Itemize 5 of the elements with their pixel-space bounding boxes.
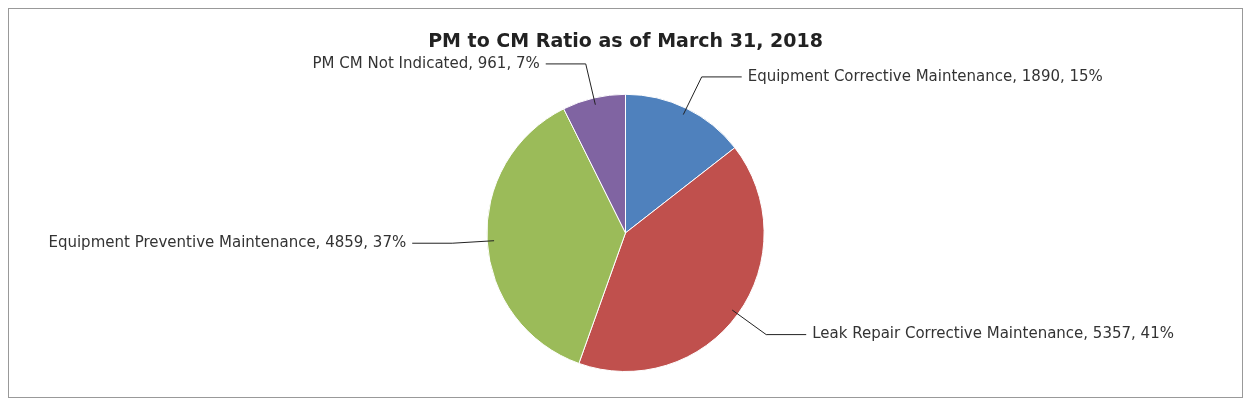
chart-title: PM to CM Ratio as of March 31, 2018 (428, 29, 823, 52)
slice-label: Leak Repair Corrective Maintenance, 5357, 41% (812, 324, 1174, 343)
slice-label: Equipment Corrective Maintenance, 1890, 15% (747, 66, 1103, 85)
slice-label: Equipment Preventive Maintenance, 4859, 37% (48, 233, 407, 252)
slice-label: PM CM Not Indicated, 961, 7% (312, 53, 540, 72)
